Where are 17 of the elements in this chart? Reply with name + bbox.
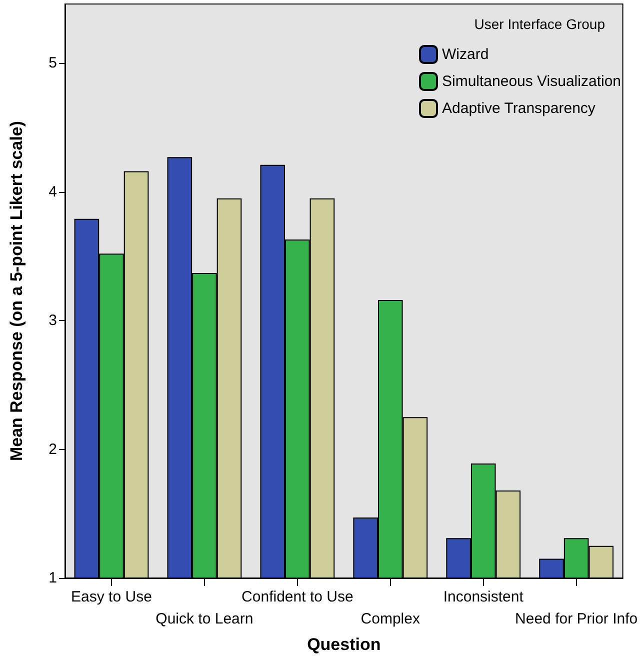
x-tick-label: Inconsistent	[443, 588, 524, 606]
y-tick-label: 5	[48, 54, 57, 72]
y-axis-title: Mean Response (on a 5-point Likert scale)	[7, 120, 26, 462]
y-tick-label: 2	[48, 440, 57, 458]
y-tick-label: 3	[48, 312, 57, 330]
y-tick-label: 4	[48, 183, 57, 200]
x-tick-label: Need for Prior Info	[515, 610, 638, 628]
legend-label: Simultaneous Visualization	[442, 73, 622, 90]
legend-label: Adaptive Transparency	[442, 100, 596, 117]
x-tick-label: Complex	[360, 610, 420, 628]
x-axis-title: Question	[307, 635, 381, 654]
x-tick-label: Easy to Use	[71, 588, 152, 606]
y-tick-label: 1	[48, 570, 57, 586]
x-tick-label: Confident to Use	[242, 588, 354, 606]
legend-label: Wizard	[442, 46, 489, 63]
x-tick-label: Quick to Learn	[156, 610, 254, 628]
legend-title: User Interface Group	[474, 16, 606, 32]
